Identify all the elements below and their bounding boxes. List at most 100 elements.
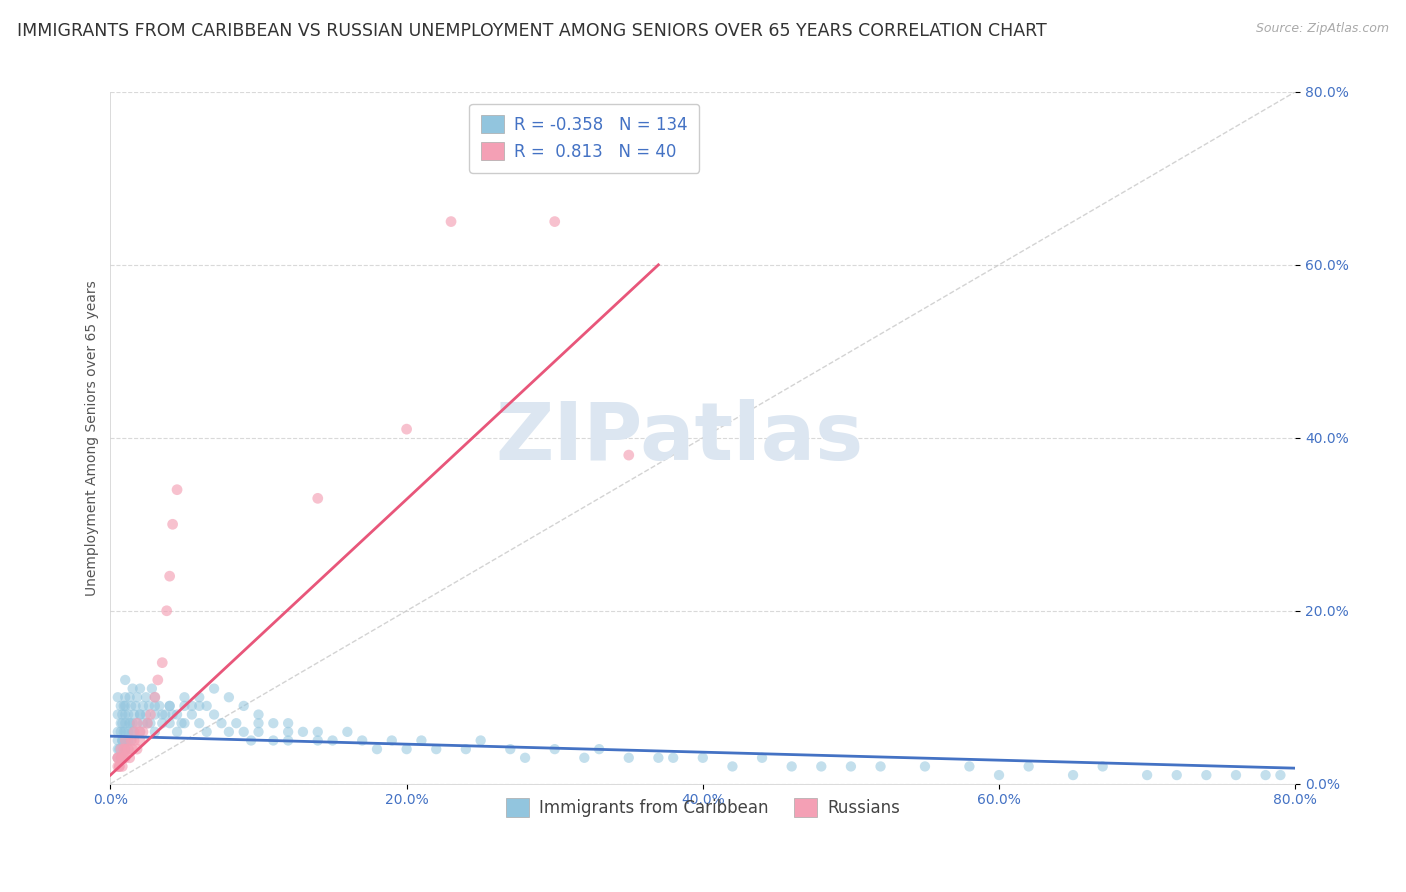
Point — [1254, 768, 1277, 782]
Point — [869, 759, 891, 773]
Point — [1136, 768, 1159, 782]
Point — [173, 698, 195, 713]
Point — [262, 733, 284, 747]
Point — [107, 733, 129, 747]
Legend: Immigrants from Caribbean, Russians: Immigrants from Caribbean, Russians — [499, 792, 907, 824]
Point — [110, 751, 132, 765]
Point — [143, 690, 166, 705]
Point — [122, 724, 145, 739]
Point — [247, 724, 270, 739]
Point — [166, 724, 188, 739]
Point — [143, 724, 166, 739]
Point — [277, 724, 299, 739]
Point — [336, 724, 359, 739]
Point — [112, 742, 135, 756]
Point — [159, 569, 181, 583]
Point — [125, 716, 148, 731]
Point — [277, 733, 299, 747]
Point — [162, 707, 184, 722]
Point — [129, 681, 152, 696]
Point — [125, 742, 148, 756]
Point — [107, 751, 129, 765]
Point — [150, 656, 173, 670]
Point — [107, 707, 129, 722]
Point — [132, 716, 155, 731]
Point — [135, 707, 157, 722]
Point — [395, 742, 418, 756]
Point — [121, 742, 143, 756]
Point — [721, 759, 744, 773]
Point — [232, 698, 254, 713]
Point — [129, 724, 152, 739]
Point — [218, 724, 240, 739]
Point — [307, 733, 329, 747]
Point — [166, 707, 188, 722]
Point — [110, 724, 132, 739]
Point — [107, 742, 129, 756]
Point — [1225, 768, 1247, 782]
Point — [1270, 768, 1292, 782]
Point — [173, 690, 195, 705]
Point — [188, 690, 211, 705]
Point — [111, 733, 134, 747]
Point — [125, 716, 148, 731]
Point — [180, 707, 202, 722]
Point — [118, 716, 141, 731]
Point — [1062, 768, 1084, 782]
Point — [988, 768, 1011, 782]
Point — [121, 724, 143, 739]
Point — [112, 724, 135, 739]
Point — [114, 751, 136, 765]
Point — [425, 742, 447, 756]
Point — [121, 716, 143, 731]
Point — [136, 716, 159, 731]
Point — [195, 698, 218, 713]
Point — [277, 716, 299, 731]
Point — [156, 604, 179, 618]
Point — [211, 716, 233, 731]
Point — [111, 733, 134, 747]
Point — [110, 698, 132, 713]
Point — [1166, 768, 1188, 782]
Point — [454, 742, 477, 756]
Text: ZIPatlas: ZIPatlas — [495, 399, 863, 477]
Point — [132, 724, 155, 739]
Point — [166, 483, 188, 497]
Point — [117, 742, 139, 756]
Point — [143, 707, 166, 722]
Point — [574, 751, 596, 765]
Point — [122, 733, 145, 747]
Point — [162, 517, 184, 532]
Point — [366, 742, 388, 756]
Point — [110, 716, 132, 731]
Point — [112, 751, 135, 765]
Point — [202, 681, 225, 696]
Point — [440, 214, 463, 228]
Point — [138, 698, 160, 713]
Point — [117, 733, 139, 747]
Point — [111, 751, 134, 765]
Point — [120, 698, 142, 713]
Point — [112, 698, 135, 713]
Point — [139, 716, 162, 731]
Point — [159, 716, 181, 731]
Point — [117, 724, 139, 739]
Point — [132, 698, 155, 713]
Point — [662, 751, 685, 765]
Point — [307, 724, 329, 739]
Point — [108, 759, 131, 773]
Point — [129, 707, 152, 722]
Point — [122, 707, 145, 722]
Point — [114, 673, 136, 687]
Point — [124, 698, 146, 713]
Point — [150, 707, 173, 722]
Point — [957, 759, 980, 773]
Point — [136, 716, 159, 731]
Point — [114, 698, 136, 713]
Point — [810, 759, 832, 773]
Point — [121, 681, 143, 696]
Point — [150, 716, 173, 731]
Point — [129, 724, 152, 739]
Point — [146, 673, 169, 687]
Point — [180, 698, 202, 713]
